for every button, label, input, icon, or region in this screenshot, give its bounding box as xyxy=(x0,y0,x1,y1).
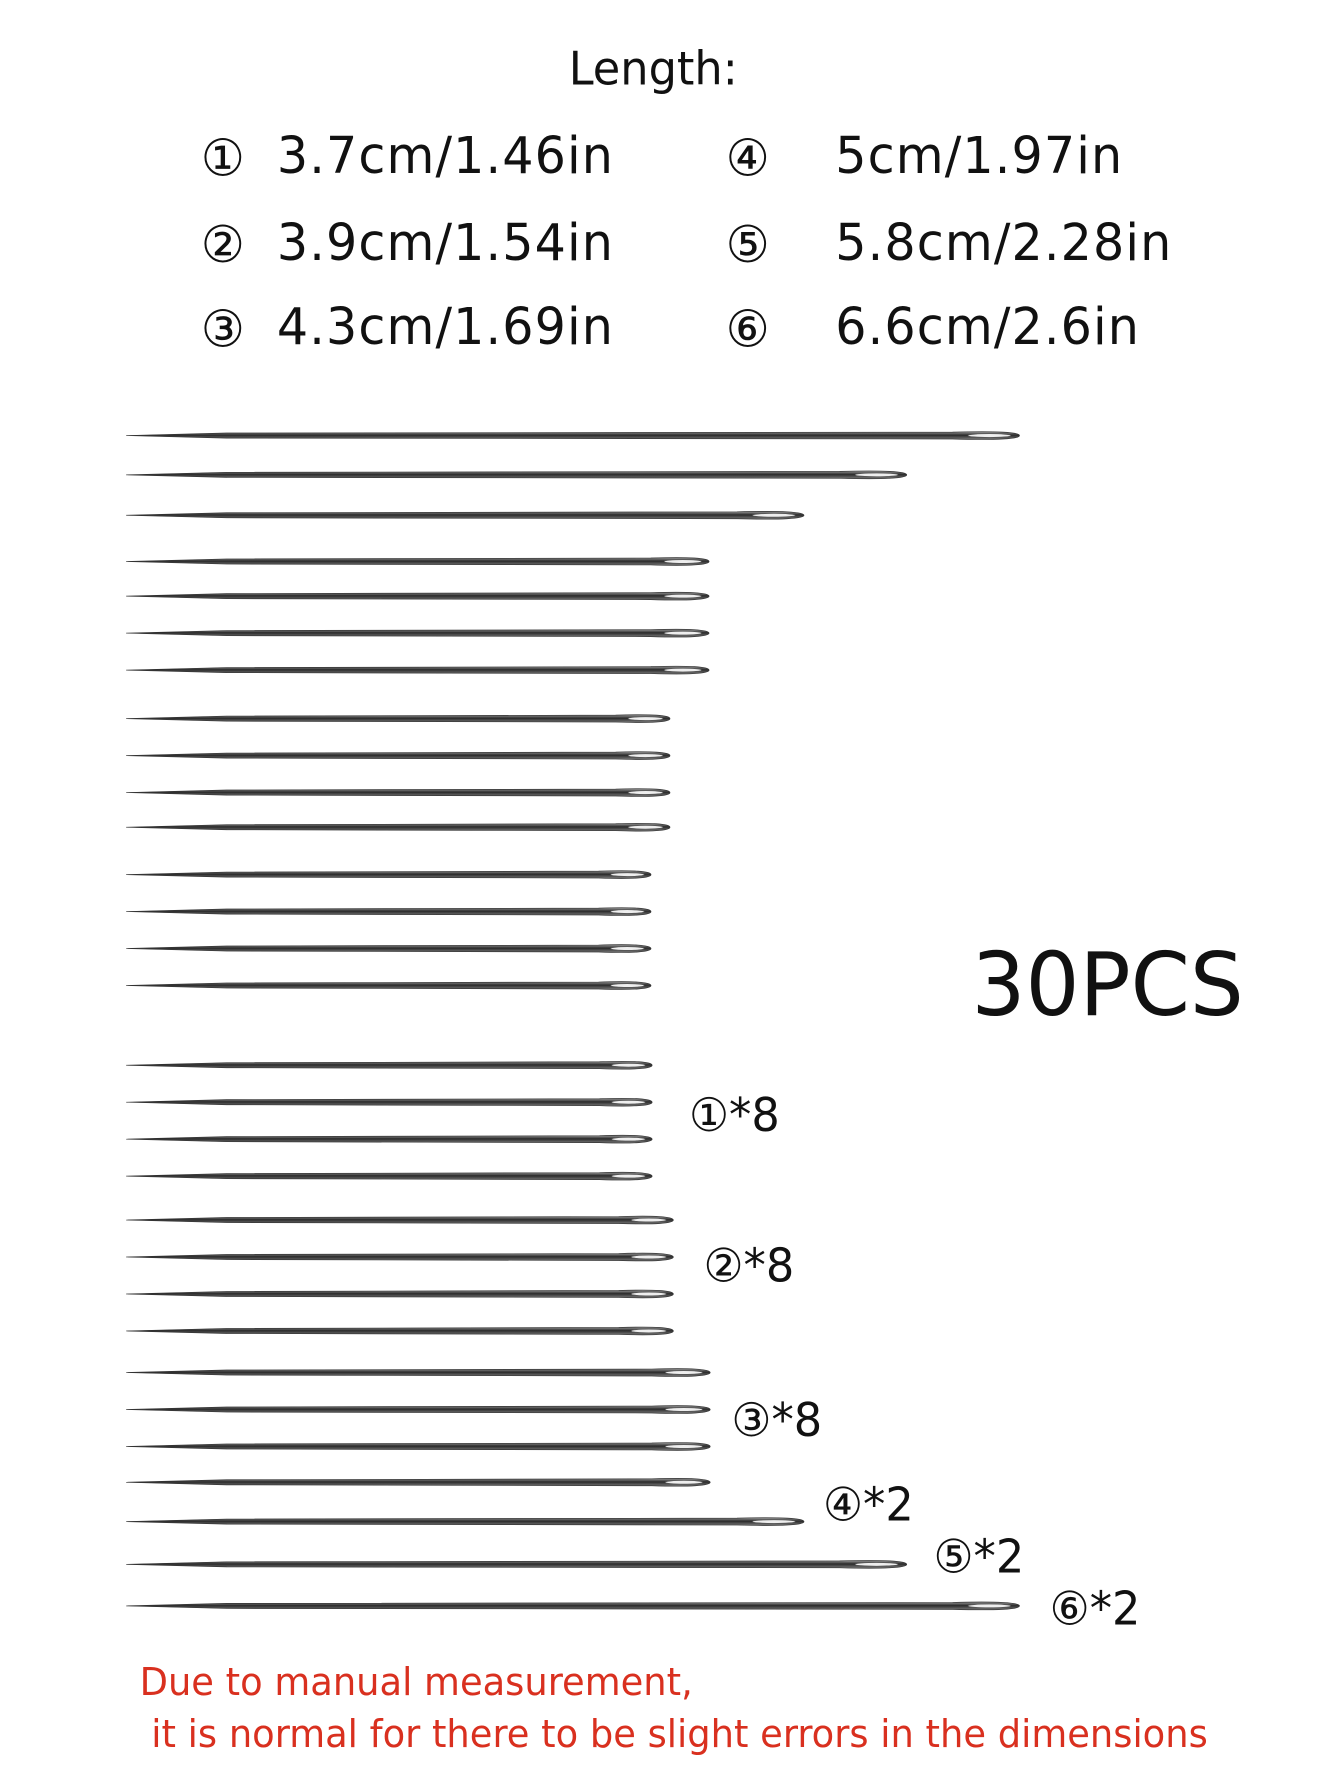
needle xyxy=(126,1252,674,1262)
needle xyxy=(126,1171,653,1181)
needle xyxy=(126,470,908,480)
needles xyxy=(126,431,1020,1611)
needle xyxy=(126,870,652,879)
needle-eye xyxy=(630,1254,667,1260)
needle-eye xyxy=(664,1370,703,1375)
needle xyxy=(126,1215,674,1225)
needle-eye xyxy=(611,1063,646,1068)
needle xyxy=(126,822,671,832)
size-length: 3.7cm/1.46in xyxy=(277,126,614,185)
needle-eye xyxy=(611,1136,646,1142)
note-line: Due to manual measurement, xyxy=(140,1660,693,1705)
needle xyxy=(126,1326,674,1336)
size-marker: ⑥ xyxy=(726,300,771,359)
needle-eye xyxy=(752,1519,796,1524)
needle-eye xyxy=(854,472,899,478)
needle-eye xyxy=(663,559,702,564)
needle-eye xyxy=(610,983,645,988)
needle-eye xyxy=(664,1480,703,1485)
size-length: 4.3cm/1.69in xyxy=(277,297,614,356)
needle xyxy=(126,628,710,638)
size-list: ① 3.7cm/1.46in ② 3.9cm/1.54in ③ 4.3cm/1.69in ④… xyxy=(201,126,1172,359)
size-length: 5.8cm/2.28in xyxy=(835,213,1172,272)
needle xyxy=(126,431,1020,440)
needle-eye xyxy=(752,513,796,518)
needle-eye xyxy=(664,1407,703,1412)
needle xyxy=(126,1368,711,1377)
title: Length: xyxy=(569,42,738,96)
count-label: ④*2 xyxy=(823,1478,914,1532)
needle-eye xyxy=(664,1444,703,1449)
needle-eye xyxy=(610,946,645,951)
needle xyxy=(126,714,671,723)
needle-eye xyxy=(610,872,645,877)
needle xyxy=(126,665,710,675)
needle xyxy=(126,907,652,916)
size-marker: ③ xyxy=(201,300,246,359)
needle xyxy=(126,981,652,990)
needle-eye xyxy=(627,825,664,830)
needle-eye xyxy=(611,1099,646,1105)
needle xyxy=(126,1442,711,1451)
needle-eye xyxy=(663,593,702,599)
needle xyxy=(126,944,652,953)
needle-eye xyxy=(854,1562,899,1567)
needle xyxy=(126,1560,908,1569)
size-length: 3.9cm/1.54in xyxy=(277,213,614,272)
needle xyxy=(126,511,805,520)
count-label: ②*8 xyxy=(704,1239,795,1293)
needle-eye xyxy=(627,790,664,795)
size-marker: ④ xyxy=(726,129,771,188)
count-label: ⑥*2 xyxy=(1050,1582,1141,1636)
needle-eye xyxy=(630,1291,667,1297)
needle-eye xyxy=(630,1217,667,1223)
note-line: it is normal for there to be slight erro… xyxy=(140,1712,1208,1757)
needle xyxy=(126,591,710,601)
needle xyxy=(126,557,710,566)
size-length: 6.6cm/2.6in xyxy=(835,297,1140,356)
needle xyxy=(126,1097,653,1107)
needle xyxy=(126,788,671,797)
size-marker: ⑤ xyxy=(726,215,771,274)
needle xyxy=(126,751,671,760)
needle xyxy=(126,1289,674,1299)
needle xyxy=(126,1517,805,1526)
size-marker: ② xyxy=(201,215,246,274)
needle-eye xyxy=(663,667,702,673)
count-label: ⑤*2 xyxy=(934,1530,1025,1584)
count-label: ③*8 xyxy=(731,1393,822,1447)
needle xyxy=(126,1601,1020,1611)
needle-eye xyxy=(627,753,664,758)
count-labels: ①*8 ②*8 ③*8④*2 ⑤*2 ⑥*2 xyxy=(689,1088,1140,1635)
needle-eye xyxy=(967,433,1012,438)
needle xyxy=(126,1060,653,1070)
needle xyxy=(126,1478,711,1487)
size-length: 5cm/1.97in xyxy=(835,126,1123,185)
needle-eye xyxy=(610,909,645,914)
needle-eye xyxy=(967,1603,1012,1609)
count-label: ①*8 xyxy=(689,1088,780,1142)
total-count: 30PCS xyxy=(971,935,1243,1037)
needle-eye xyxy=(611,1173,646,1179)
size-marker: ① xyxy=(201,129,246,188)
needle xyxy=(126,1405,711,1414)
needle-eye xyxy=(627,716,664,721)
needle-eye xyxy=(630,1328,667,1334)
needle xyxy=(126,1134,653,1144)
needle-eye xyxy=(663,630,702,636)
